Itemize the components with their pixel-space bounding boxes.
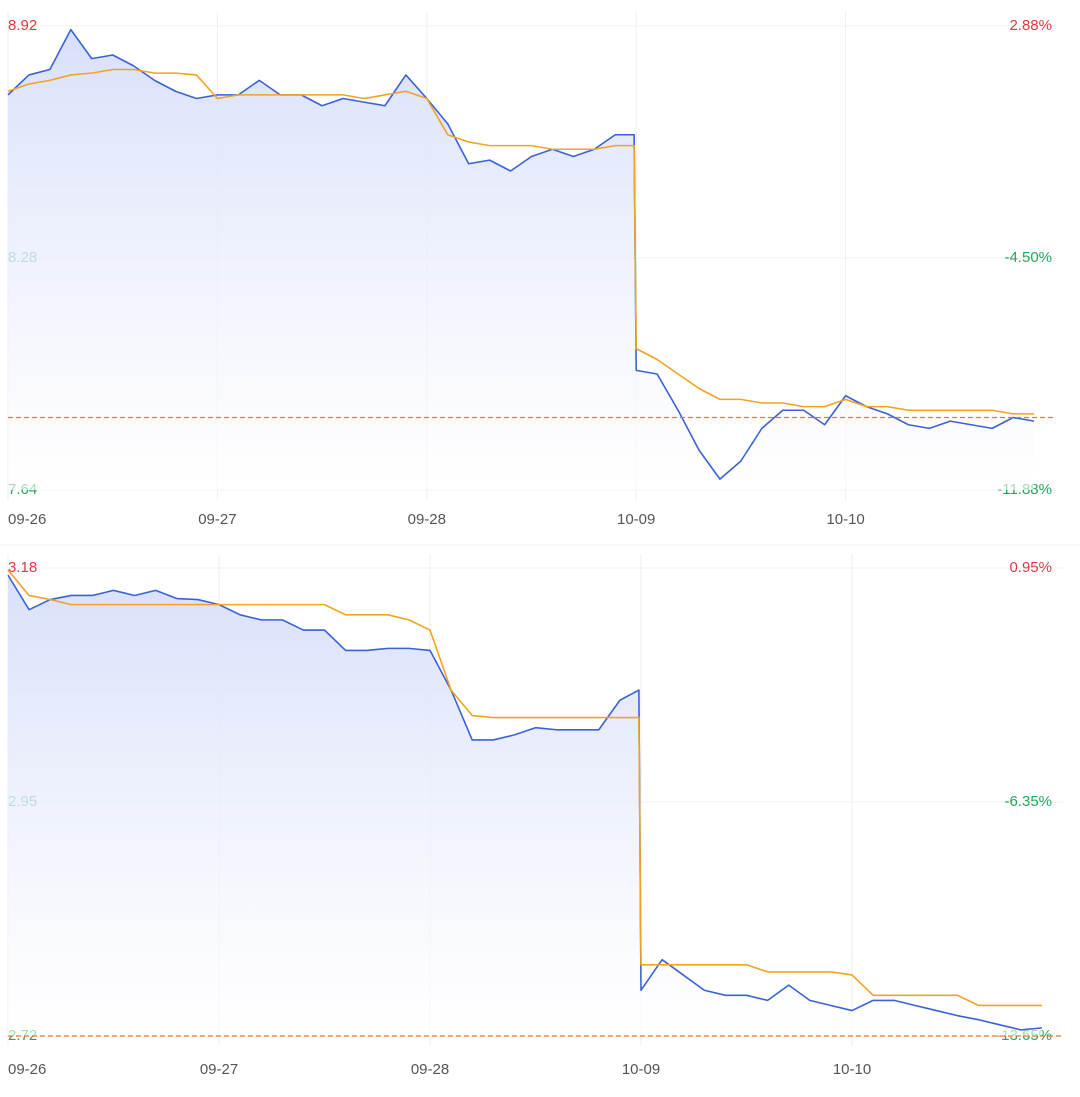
x-tick-label: 10-09	[622, 1061, 660, 1078]
x-tick-label: 09-27	[200, 1061, 238, 1078]
y-tick-label: 8.92	[8, 17, 37, 34]
x-tick-label: 10-10	[833, 1061, 871, 1078]
x-tick-label: 09-26	[8, 1061, 46, 1078]
x-tick-label: 09-28	[411, 1061, 449, 1078]
y-tick-label: 3.18	[8, 559, 37, 576]
y2-tick-label: 2.88%	[1009, 17, 1052, 34]
y2-tick-label: 0.95%	[1009, 559, 1052, 576]
x-tick-label: 09-27	[198, 511, 236, 528]
y2-tick-label: -6.35%	[1004, 793, 1052, 810]
area-fill	[8, 29, 1035, 490]
x-tick-label: 09-26	[8, 511, 46, 528]
average-line	[7, 68, 1035, 415]
x-tick-label: 10-10	[826, 511, 864, 528]
area-fill	[8, 575, 1042, 1036]
price-line	[7, 28, 1035, 480]
y2-tick-label: -4.50%	[1004, 249, 1052, 266]
x-tick-label: 10-09	[617, 511, 655, 528]
x-tick-label: 09-28	[408, 511, 446, 528]
price-line	[7, 574, 1042, 1031]
average-line	[7, 569, 1042, 1007]
